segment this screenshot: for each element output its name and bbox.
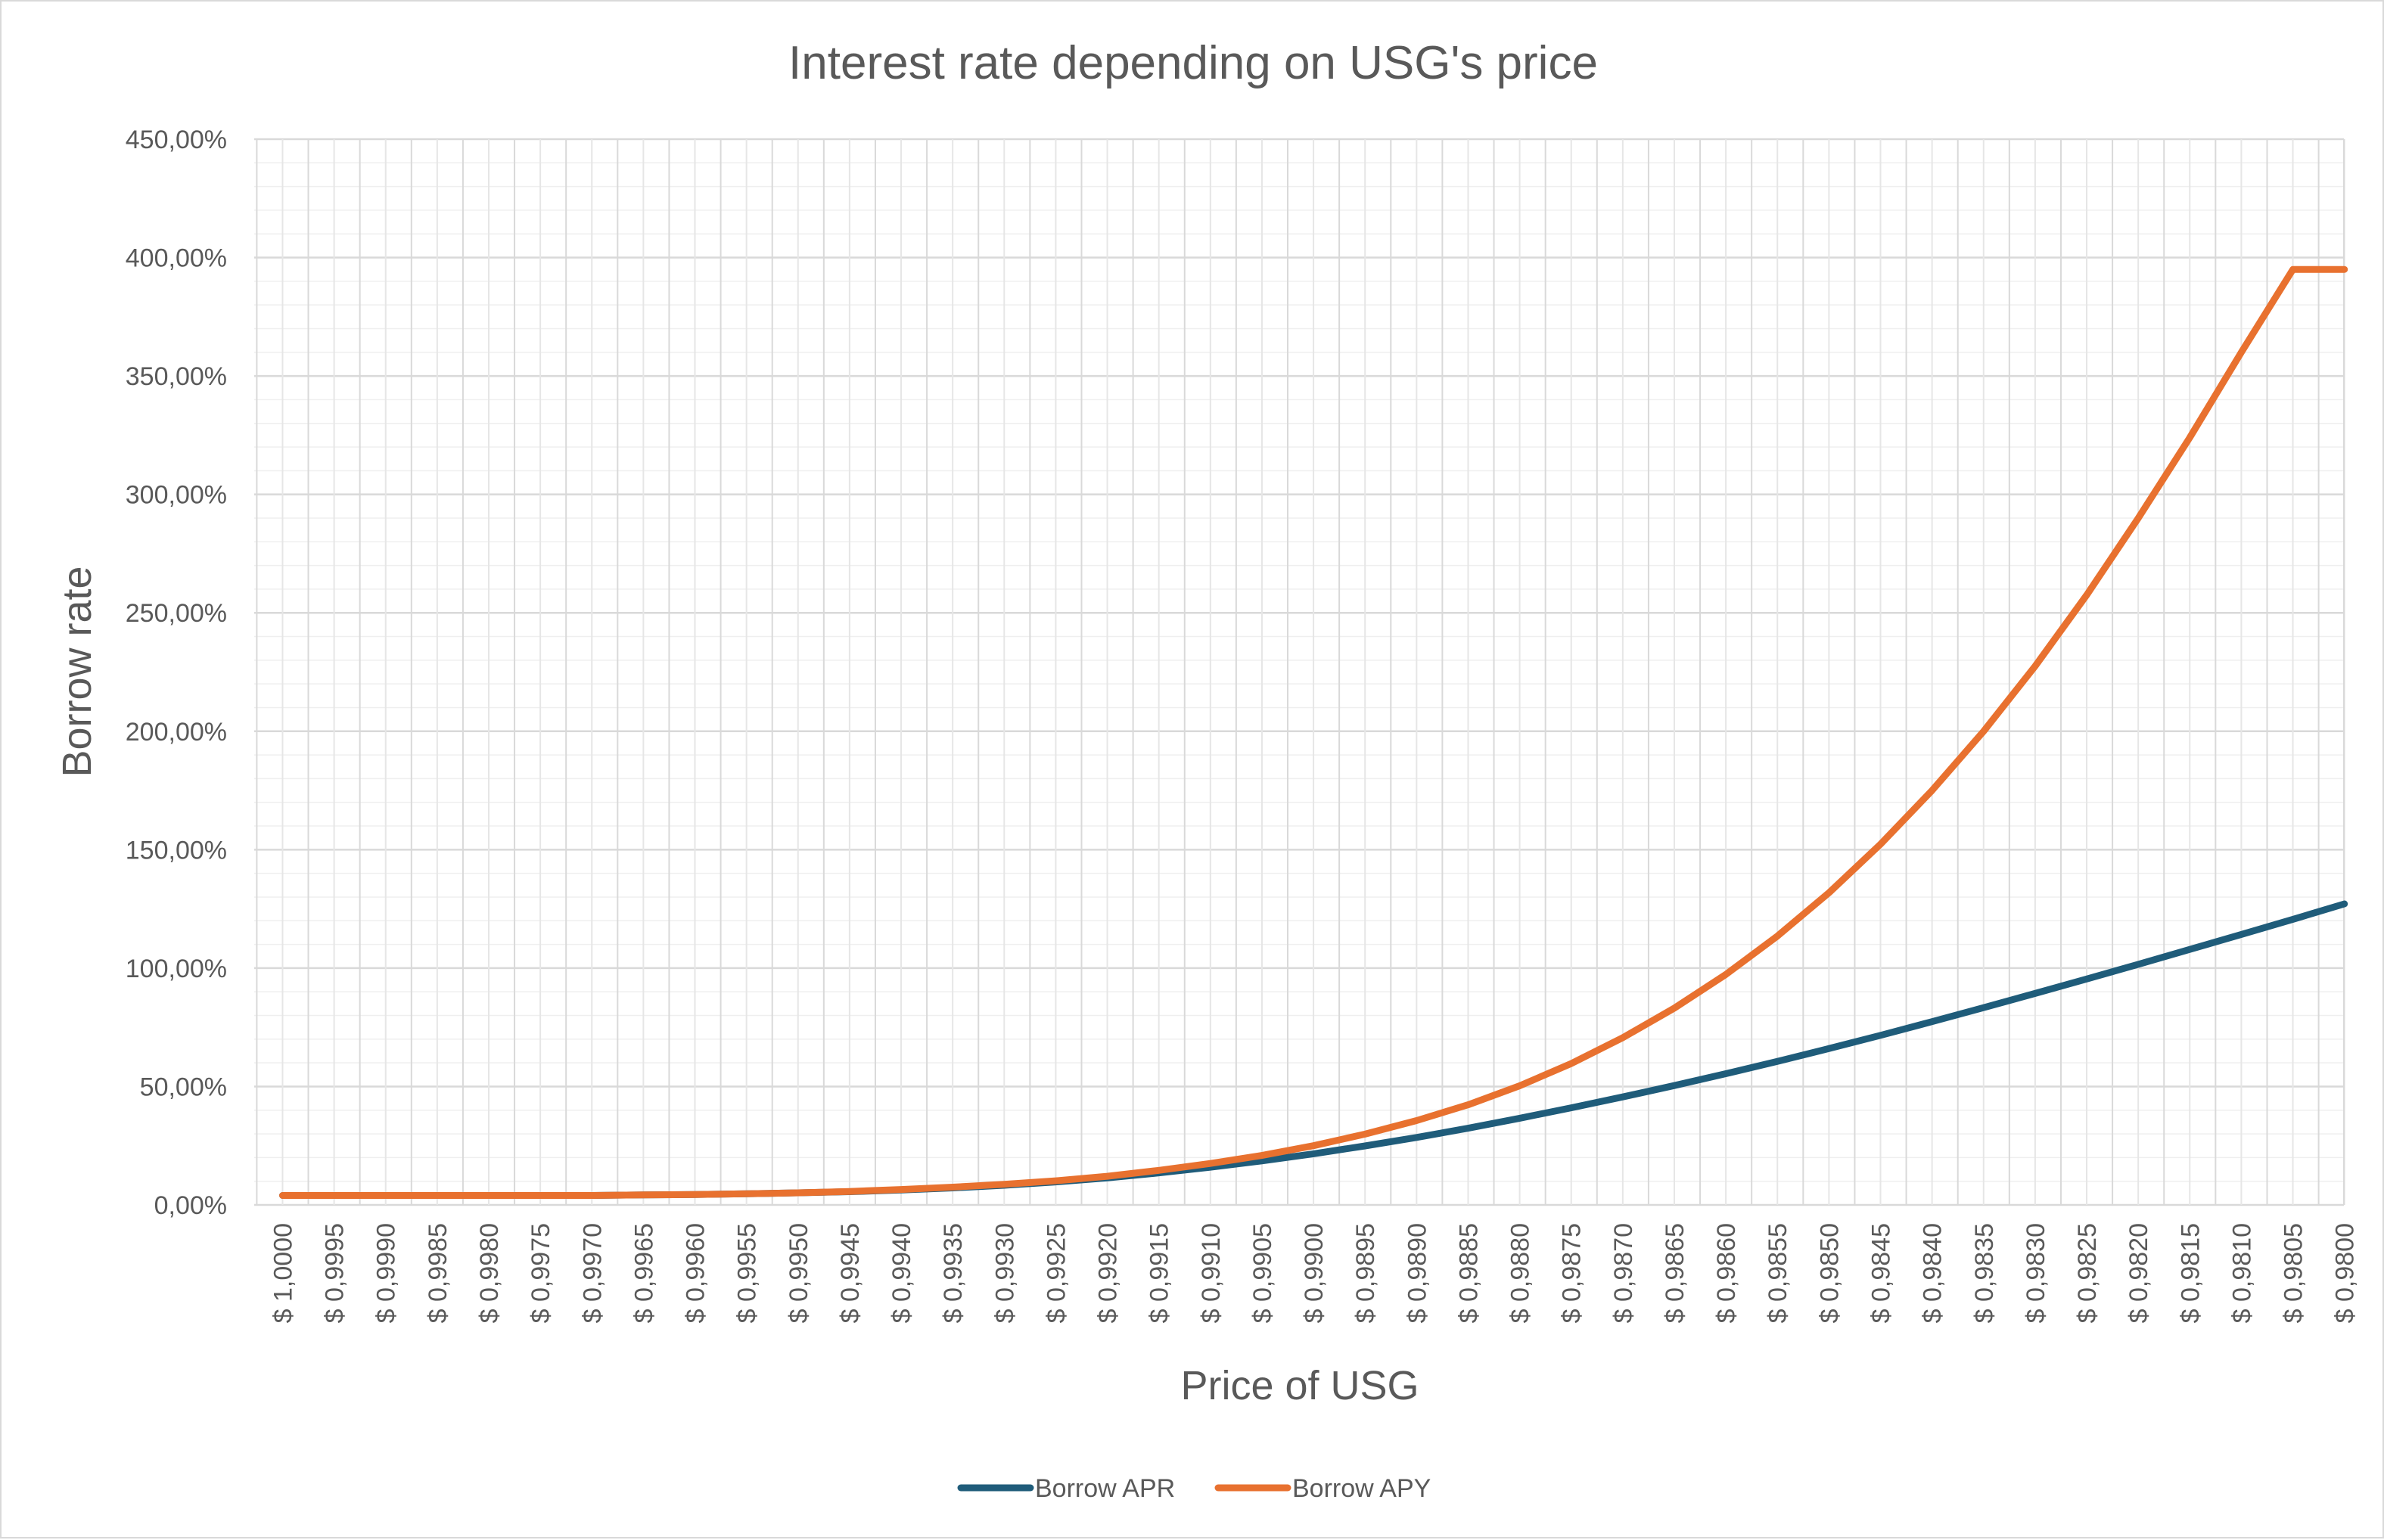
x-tick-label: $ 0,9805 [2280, 1223, 2308, 1323]
x-axis-title: Price of USG [1180, 1363, 1419, 1408]
x-tick-label: $ 0,9870 [1609, 1223, 1638, 1323]
x-tick-label: $ 0,9860 [1712, 1223, 1741, 1323]
x-tick-label: $ 0,9895 [1351, 1223, 1380, 1323]
x-tick-label: $ 0,9850 [1815, 1223, 1844, 1323]
y-tick-label: 150,00% [126, 836, 227, 865]
legend: Borrow APR Borrow APY [957, 1474, 1431, 1503]
x-tick-label: $ 1,0000 [269, 1223, 297, 1323]
x-tick-label: $ 0,9980 [475, 1223, 504, 1323]
x-tick-label: $ 0,9815 [2176, 1223, 2205, 1323]
x-tick-label: $ 0,9855 [1764, 1223, 1792, 1323]
y-tick-label: 250,00% [126, 599, 227, 628]
gridlines [254, 138, 2345, 1206]
x-tick-label: $ 0,9905 [1248, 1223, 1277, 1323]
y-axis-title: Borrow rate [54, 566, 100, 777]
y-tick-label: 0,00% [154, 1191, 227, 1220]
x-tick-label: $ 0,9825 [2073, 1223, 2102, 1323]
x-tick-label: $ 0,9885 [1454, 1223, 1483, 1323]
y-axis-tick-labels: 0,00% 50,00% 100,00% 150,00% 200,00% 250,00% 3… [126, 126, 227, 1220]
x-tick-label: $ 0,9935 [939, 1223, 968, 1323]
x-tick-label: $ 0,9830 [2022, 1223, 2050, 1323]
x-tick-label: $ 0,9820 [2124, 1223, 2153, 1323]
x-tick-label: $ 0,9845 [1867, 1223, 1896, 1323]
y-tick-label: 300,00% [126, 481, 227, 510]
chart-title: Interest rate depending on USG's price [788, 37, 1598, 89]
x-tick-label: $ 0,9925 [1042, 1223, 1071, 1323]
x-tick-label: $ 0,9970 [578, 1223, 607, 1323]
x-tick-label: $ 0,9890 [1403, 1223, 1431, 1323]
y-tick-label: 100,00% [126, 955, 227, 983]
x-tick-label: $ 0,9940 [887, 1223, 916, 1323]
y-tick-label: 450,00% [126, 126, 227, 154]
x-tick-label: $ 0,9985 [424, 1223, 452, 1323]
series-line-borrow-apy [279, 265, 2348, 1199]
x-tick-label: $ 0,9990 [372, 1223, 401, 1323]
x-axis-tick-labels: $ 1,0000 $ 0,9995 $ 0,9990 $ 0,9985 $ 0,9980… [269, 1223, 2359, 1323]
x-tick-label: $ 0,9865 [1661, 1223, 1689, 1323]
x-tick-label: $ 0,9915 [1145, 1223, 1174, 1323]
y-tick-label: 400,00% [126, 244, 227, 273]
x-tick-label: $ 0,9995 [321, 1223, 350, 1323]
x-tick-label: $ 0,9840 [1919, 1223, 1947, 1323]
x-tick-label: $ 0,9810 [2227, 1223, 2256, 1323]
x-tick-label: $ 0,9920 [1094, 1223, 1123, 1323]
x-tick-label: $ 0,9960 [682, 1223, 710, 1323]
x-tick-label: $ 0,9910 [1197, 1223, 1226, 1323]
x-tick-label: $ 0,9835 [1970, 1223, 1999, 1323]
x-tick-label: $ 0,9945 [836, 1223, 865, 1323]
legend-label: Borrow APY [1292, 1474, 1431, 1503]
x-tick-label: $ 0,9875 [1558, 1223, 1587, 1323]
legend-label: Borrow APR [1035, 1474, 1175, 1503]
x-tick-label: $ 0,9900 [1300, 1223, 1329, 1323]
x-tick-label: $ 0,9800 [2331, 1223, 2360, 1323]
x-tick-label: $ 0,9930 [990, 1223, 1019, 1323]
y-tick-label: 200,00% [126, 718, 227, 747]
x-tick-label: $ 0,9975 [527, 1223, 555, 1323]
x-tick-label: $ 0,9955 [733, 1223, 762, 1323]
data-series [279, 265, 2348, 1199]
x-tick-label: $ 0,9965 [629, 1223, 658, 1323]
x-tick-label: $ 0,9880 [1506, 1223, 1535, 1323]
x-tick-label: $ 0,9950 [785, 1223, 813, 1323]
y-tick-label: 50,00% [140, 1073, 227, 1101]
y-tick-label: 350,00% [126, 362, 227, 391]
